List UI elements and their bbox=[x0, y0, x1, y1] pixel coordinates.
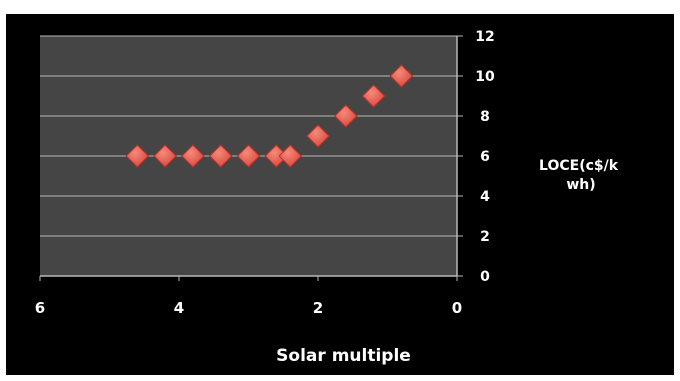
chart: 0 2 4 6 8 10 12 6 4 2 0 Solar multiple LOCE(c$/k w… bbox=[6, 14, 674, 375]
y-tick-label-10: 10 bbox=[475, 69, 495, 85]
data-point-8 bbox=[334, 104, 358, 128]
y-tick-label-12: 12 bbox=[475, 29, 494, 45]
y-tick-label-4: 4 bbox=[480, 189, 490, 205]
y-tick-label-8: 8 bbox=[480, 109, 490, 125]
y-axis-title-line-2: wh) bbox=[566, 177, 595, 193]
y-tick-label-0: 0 bbox=[480, 269, 490, 285]
x-tick-label-0: 0 bbox=[452, 299, 462, 317]
x-tick-label-6: 6 bbox=[35, 299, 45, 317]
data-point-1 bbox=[153, 144, 177, 168]
plot-area-group bbox=[39, 35, 463, 281]
data-point-9 bbox=[361, 84, 386, 108]
data-point-7 bbox=[306, 124, 330, 148]
y-axis-title: LOCE(c$/k wh) bbox=[539, 158, 623, 193]
chart-svg: 0 2 4 6 8 10 12 6 4 2 0 Solar multiple LOCE(c$/k w… bbox=[35, 29, 623, 366]
data-point-0 bbox=[125, 144, 150, 168]
y-tick-label-2: 2 bbox=[480, 229, 490, 245]
tick-labels-group: 0 2 4 6 8 10 12 6 4 2 0 bbox=[35, 29, 495, 317]
x-tick-label-2: 2 bbox=[313, 299, 323, 317]
data-point-6 bbox=[278, 144, 302, 168]
data-point-10 bbox=[389, 64, 414, 88]
y-axis-title-line-1: LOCE(c$/k bbox=[539, 158, 619, 174]
data-point-2 bbox=[181, 144, 205, 168]
data-point-4 bbox=[236, 144, 261, 168]
data-point-3 bbox=[208, 144, 233, 168]
x-tick-label-4: 4 bbox=[174, 299, 184, 317]
x-axis-title: Solar multiple bbox=[276, 346, 411, 366]
data-points-group bbox=[125, 64, 414, 168]
y-tick-label-6: 6 bbox=[480, 149, 490, 165]
